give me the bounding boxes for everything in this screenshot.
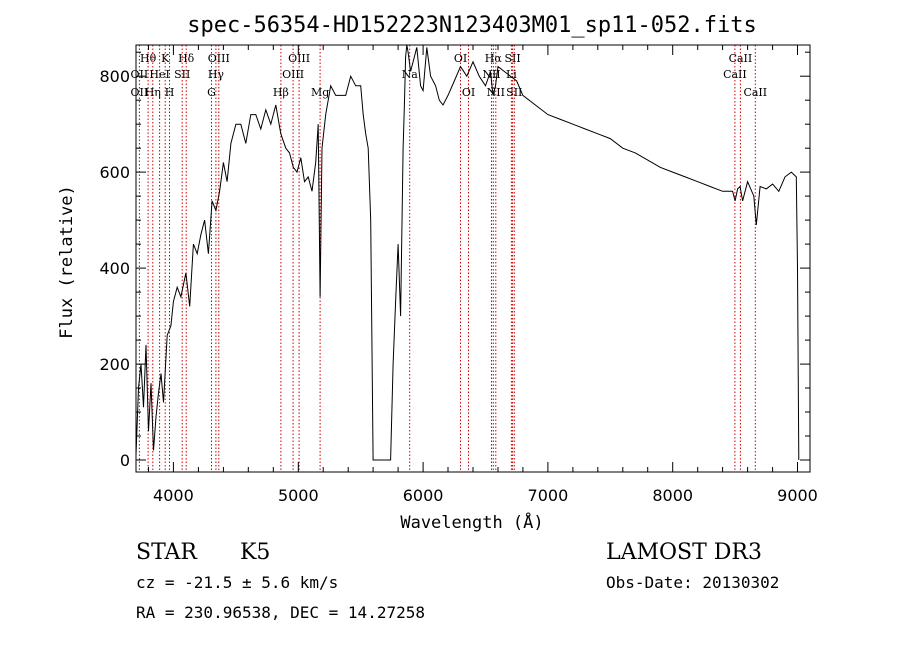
y-tick-label: 600 xyxy=(99,163,130,182)
spectral-line-markers xyxy=(138,45,756,472)
y-axis-label: Flux (relative) xyxy=(57,185,77,339)
spectral-line-label: Li xyxy=(506,68,517,81)
spectral-line-label: Mg xyxy=(311,86,329,99)
spectral-line-label: CaII xyxy=(723,68,747,81)
spectral-line-label: Hβ xyxy=(273,86,289,99)
spectral-line-label: Hγ xyxy=(208,68,225,81)
spectral-line-label: OIII xyxy=(288,52,310,65)
spectral-line-label: Hδ xyxy=(178,52,195,65)
spectral-line-label: Hθ xyxy=(140,52,157,65)
spectrum-series-line xyxy=(135,44,800,461)
redshift-velocity: cz = -21.5 ± 5.6 km/s xyxy=(136,573,338,592)
spectral-line-label: OI xyxy=(454,52,467,65)
x-axis-label: Wavelength (Å) xyxy=(400,511,543,533)
spectral-line-label: SII xyxy=(174,68,190,81)
spectral-line-label: OII xyxy=(131,68,149,81)
chart-title: spec-56354-HD152223N123403M01_sp11-052.f… xyxy=(187,13,757,38)
spectral-line-label: CaII xyxy=(743,86,767,99)
y-tick-label: 800 xyxy=(99,67,130,86)
spectral-line-label: H xyxy=(165,86,175,99)
y-tick-label: 200 xyxy=(99,355,130,374)
spectral-line-label: SII xyxy=(504,52,520,65)
x-tick-label: 7000 xyxy=(528,486,569,505)
spectral-line-label: CaII xyxy=(729,52,753,65)
x-tick-label: 4000 xyxy=(153,486,194,505)
spectral-line-label: G xyxy=(207,86,216,99)
y-tick-label: 0 xyxy=(120,451,130,470)
spectral-line-label: Hα xyxy=(485,52,503,65)
spectral-line-label: Hη xyxy=(145,86,161,99)
x-tick-label: 6000 xyxy=(403,486,444,505)
y-tick-label: 400 xyxy=(99,259,130,278)
y-axis: 0 200 400 600 800 xyxy=(99,51,810,470)
spectral-line-label: K xyxy=(161,52,170,65)
survey-name: LAMOST DR3 xyxy=(606,540,762,565)
spectral-line-label: OIII xyxy=(208,52,230,65)
plot-frame xyxy=(135,44,811,473)
spectral-line-label: HeI xyxy=(149,68,169,81)
x-tick-label: 8000 xyxy=(652,486,693,505)
ra-dec-coordinates: RA = 230.96538, DEC = 14.27258 xyxy=(136,603,425,622)
observation-date: Obs-Date: 20130302 xyxy=(606,573,779,592)
spectral-line-label: Na xyxy=(402,68,419,81)
spectral-line-label: OI xyxy=(462,86,475,99)
x-axis: 4000 5000 6000 7000 8000 9000 xyxy=(148,45,818,505)
object-subclass: K5 xyxy=(240,540,270,565)
spectral-line-label: SII xyxy=(506,86,522,99)
x-tick-label: 5000 xyxy=(278,486,319,505)
x-tick-label: 9000 xyxy=(777,486,818,505)
object-class: STAR xyxy=(136,540,198,565)
spectral-line-label: OIII xyxy=(282,68,304,81)
spectral-line-label: OII xyxy=(131,86,149,99)
spectral-line-label: NII xyxy=(487,86,505,99)
